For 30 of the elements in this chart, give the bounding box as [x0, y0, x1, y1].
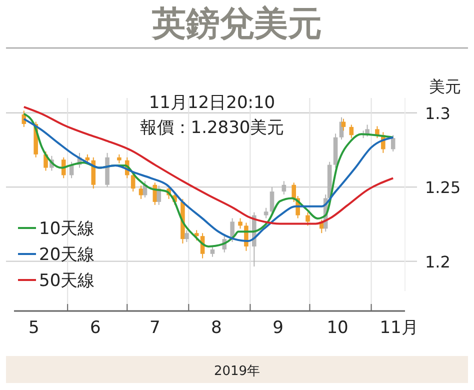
x-tick-label: 6	[90, 318, 101, 338]
candlestick	[282, 180, 286, 195]
y-axis-title: 美元	[429, 77, 461, 96]
chart-title: 英鎊兌美元	[151, 4, 322, 44]
x-tick-label: 10	[326, 318, 348, 338]
candlestick	[375, 126, 380, 139]
x-tick-label: 11月	[380, 318, 418, 338]
y-tick-label: 1.25	[425, 178, 461, 198]
candlestick	[264, 207, 268, 219]
legend-label: 20天線	[39, 245, 95, 265]
candlestick	[210, 246, 215, 258]
candlestick	[61, 156, 66, 179]
candlestick	[341, 118, 346, 132]
y-tick-label: 1.2	[425, 252, 450, 272]
x-tick-label: 7	[150, 318, 160, 338]
annotation: 11月12日20:10	[148, 93, 276, 113]
x-axis-title: 2019年	[214, 364, 260, 379]
candlestick	[306, 212, 310, 226]
candlestick	[138, 185, 144, 200]
x-tick-label: 8	[211, 318, 222, 338]
candlestick	[130, 172, 136, 192]
candlestick	[238, 218, 242, 230]
x-tick-label: 5	[28, 318, 40, 338]
y-tick-label: 1.3	[425, 104, 450, 123]
annotation: 報價：1.2830美元	[140, 118, 284, 138]
legend-label: 50天線	[39, 271, 95, 291]
x-tick-label: 9	[272, 318, 284, 338]
legend-label: 10天線	[39, 219, 95, 239]
candlestick	[349, 124, 354, 139]
candlestick	[184, 230, 189, 243]
